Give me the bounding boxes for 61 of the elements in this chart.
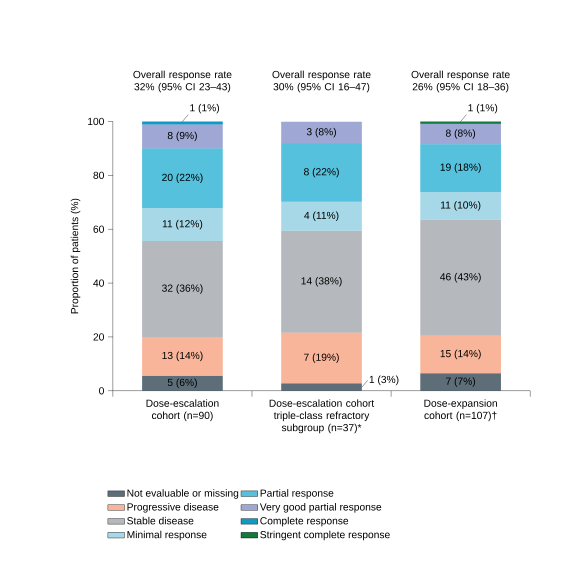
legend-label: Very good partial response xyxy=(260,503,382,513)
data-label: 19 (18%) xyxy=(440,163,481,173)
y-tick-label: 80 xyxy=(93,172,104,179)
bar xyxy=(420,220,501,336)
data-label: 8 (8%) xyxy=(446,129,476,139)
data-label: 46 (43%) xyxy=(440,272,481,282)
bar xyxy=(281,202,362,231)
y-tick-label: 40 xyxy=(93,279,104,287)
bar xyxy=(281,122,362,144)
bar xyxy=(281,144,362,202)
data-label: 7 (19%) xyxy=(304,353,339,363)
legend-label: Progressive disease xyxy=(128,503,218,513)
data-label: 3 (8%) xyxy=(306,128,336,138)
text: Overall response rate 26% (95% CI 18–36) xyxy=(412,70,510,92)
bar xyxy=(142,148,223,208)
bar xyxy=(142,124,223,148)
data-label: 1 (1%) xyxy=(190,104,220,114)
data-label: 11 (12%) xyxy=(162,220,202,230)
bar xyxy=(142,121,223,124)
data-label: 1 (1%) xyxy=(468,104,498,114)
data-label: 32 (36%) xyxy=(162,284,203,294)
x-tick-label: Dose-escalation cohort triple-class refractory subgroup (n=37)* xyxy=(270,399,374,434)
data-label: 8 (9%) xyxy=(168,132,197,142)
data-label: 15 (14%) xyxy=(440,350,481,360)
data-label: 4 (11%) xyxy=(304,211,338,222)
data-label: 5 (6%) xyxy=(168,378,197,388)
text: Overall response rate 30% (95% CI 16–47) xyxy=(272,70,371,92)
bar xyxy=(420,192,501,220)
y-axis-title: Proportion of patients (%) xyxy=(70,198,80,314)
legend-label: Stringent complete response xyxy=(260,530,390,540)
data-label: 11 (10%) xyxy=(440,201,480,211)
data-label: 20 (22%) xyxy=(162,174,203,184)
y-tick-label: 60 xyxy=(94,226,104,233)
bar xyxy=(281,230,362,333)
bar xyxy=(420,373,501,391)
bar xyxy=(142,241,223,337)
y-tick-label: 20 xyxy=(94,333,104,341)
data-label: 13 (14%) xyxy=(162,352,203,362)
bar xyxy=(420,121,501,124)
bar xyxy=(281,384,362,391)
data-label: 14 (38%) xyxy=(302,276,342,286)
data-label: 8 (22%) xyxy=(304,168,339,178)
y-tick-label: 0 xyxy=(99,387,104,394)
bar xyxy=(142,376,223,391)
bar xyxy=(420,144,501,192)
bar xyxy=(142,208,223,242)
text: Overall response rate 32% (95% CI 23–43) xyxy=(133,70,232,92)
bar xyxy=(281,332,362,384)
x-tick-label: Dose-escalation cohort (n=90) xyxy=(146,399,218,422)
legend-label: Not evaluable or missing xyxy=(128,489,238,499)
bar xyxy=(420,124,501,144)
data-label: 1 (3%) xyxy=(370,376,398,386)
bar xyxy=(420,336,501,374)
legend-label: Complete response xyxy=(260,516,348,526)
legend-label: Stable disease xyxy=(127,516,194,524)
x-tick-label: Dose-expansion cohort (n=107)† xyxy=(424,399,497,422)
data-label: 7 (7%) xyxy=(446,377,476,387)
y-tick-label: 100 xyxy=(88,118,104,126)
bar xyxy=(142,336,223,376)
legend-label: Partial response xyxy=(260,489,334,499)
legend-label: Minimal response xyxy=(128,530,206,540)
